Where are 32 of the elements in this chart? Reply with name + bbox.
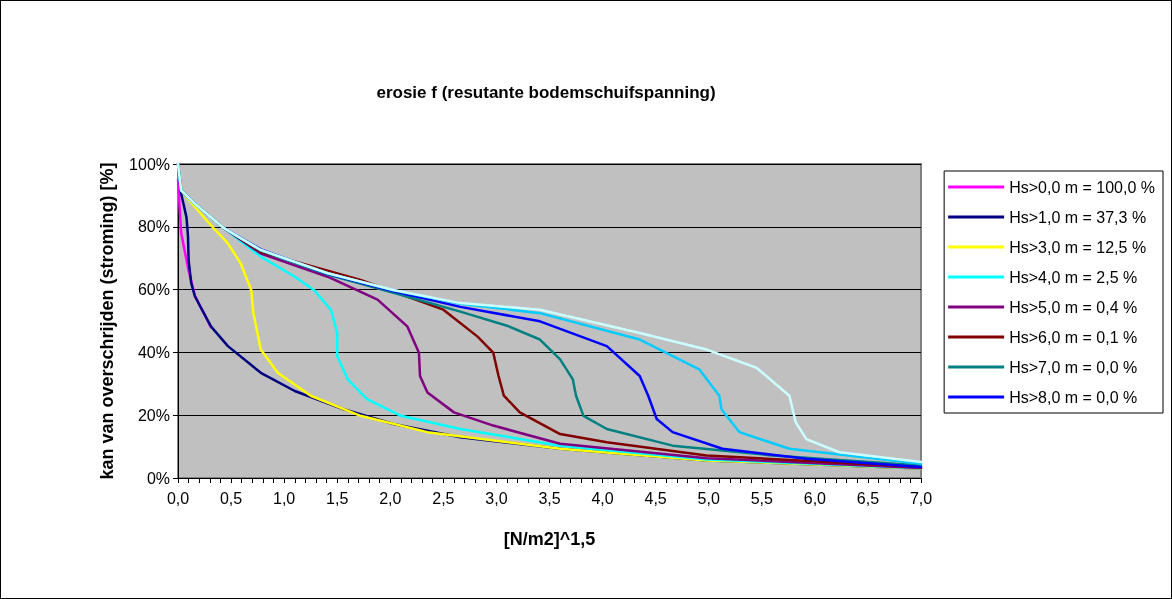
x-axis-title: [N/m2]^1,5	[503, 529, 596, 549]
x-tick-label: 2,5	[432, 489, 455, 507]
x-tick-label: 0,5	[219, 489, 243, 507]
chart-title: erosie f (resutante bodemschuifspanning)	[376, 83, 716, 102]
legend-label: Hs>3,0 m = 12,5 %	[1009, 238, 1147, 256]
x-tick-label: 0,0	[166, 489, 190, 507]
legend-label: Hs>8,0 m = 0,0 %	[1009, 388, 1138, 406]
y-tick-label: 20%	[137, 406, 170, 424]
x-tick-label: 6,0	[803, 489, 827, 507]
legend-label: Hs>4,0 m = 2,5 %	[1009, 268, 1138, 286]
y-tick-label: 0%	[146, 469, 170, 487]
legend-label: Hs>7,0 m = 0,0 %	[1009, 358, 1138, 376]
x-tick-label: 1,5	[326, 489, 349, 507]
x-tick-label: 6,5	[856, 489, 880, 507]
y-tick-label: 80%	[137, 218, 170, 236]
x-tick-label: 1,0	[273, 489, 296, 507]
legend-label: Hs>1,0 m = 37,3 %	[1009, 208, 1147, 226]
x-tick-label: 7,0	[909, 489, 933, 507]
x-tick-label: 4,0	[591, 489, 614, 507]
legend-label: Hs>6,0 m = 0,1 %	[1009, 328, 1138, 346]
y-axis-title: kan van overschrijden (stroming) [%]	[97, 162, 117, 480]
legend-label: Hs>5,0 m = 0,4 %	[1009, 298, 1138, 316]
x-tick-label: 5,5	[750, 489, 773, 507]
x-tick-label: 5,0	[697, 489, 720, 507]
y-tick-label: 60%	[137, 281, 170, 299]
x-tick-label: 3,5	[538, 489, 561, 507]
y-tick-label: 100%	[129, 155, 170, 173]
legend-label: Hs>0,0 m = 100,0 %	[1009, 178, 1155, 196]
x-tick-label: 4,5	[644, 489, 667, 507]
x-tick-label: 2,0	[379, 489, 402, 507]
y-tick-label: 40%	[137, 343, 170, 361]
x-tick-label: 3,0	[485, 489, 508, 507]
